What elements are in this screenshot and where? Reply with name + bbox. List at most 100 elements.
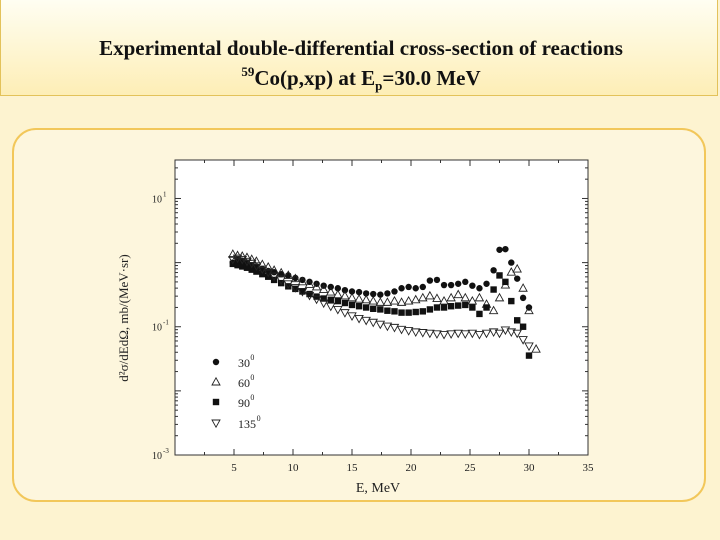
data-point-60	[439, 295, 449, 305]
data-point-60	[418, 292, 428, 302]
data-point-135	[425, 329, 435, 339]
data-point-60	[494, 292, 505, 302]
data-point-135	[246, 259, 257, 269]
x-tick-label: 15	[347, 462, 359, 474]
data-point-90	[469, 304, 476, 311]
y-tick-label: 10	[152, 194, 162, 205]
data-point-60	[242, 252, 252, 261]
data-point-90	[476, 310, 483, 318]
legend-degree-90: 0	[250, 393, 254, 402]
data-point-60	[531, 344, 541, 353]
data-point-90	[370, 305, 377, 312]
data-point-30	[502, 245, 509, 253]
data-point-30	[405, 283, 412, 291]
data-point-135	[375, 320, 386, 330]
energy-value: =30.0 MeV	[382, 66, 481, 90]
data-point-135	[410, 328, 421, 337]
data-point-90	[525, 352, 533, 359]
data-point-60	[311, 281, 322, 291]
data-point-135	[333, 305, 343, 315]
data-point-135	[488, 328, 499, 337]
data-point-60	[318, 284, 329, 293]
data-point-90	[502, 278, 509, 286]
data-point-30	[490, 267, 497, 274]
data-point-90	[341, 299, 349, 307]
data-point-135	[276, 276, 286, 286]
data-point-30	[455, 280, 462, 287]
data-point-60	[237, 251, 248, 260]
data-point-30	[398, 285, 405, 292]
data-point-135	[269, 272, 279, 282]
data-point-30	[355, 288, 363, 296]
data-point-135	[290, 284, 301, 293]
data-point-60	[361, 294, 371, 304]
data-point-60	[467, 295, 478, 305]
axis-ticks	[174, 160, 589, 456]
data-point-90	[299, 288, 306, 295]
data-point-135	[512, 329, 522, 339]
data-point-135	[304, 291, 315, 301]
data-point-135	[354, 314, 364, 324]
data-point-90	[412, 308, 419, 316]
data-point-135	[325, 302, 336, 312]
data-point-135	[506, 328, 517, 337]
x-tick-labels: 5 10 15 20 25 30 35	[231, 462, 594, 474]
legend-label-135: 135	[238, 417, 256, 431]
mass-number: 59	[241, 64, 255, 79]
data-point-135	[481, 329, 492, 339]
data-point-135	[368, 318, 379, 328]
data-point-90	[234, 261, 241, 269]
data-point-30	[519, 294, 527, 302]
legend-label-30: 30	[238, 356, 250, 370]
data-point-30	[299, 276, 306, 284]
data-point-90	[377, 306, 384, 313]
data-point-90	[433, 304, 441, 311]
data-point-135	[283, 280, 294, 289]
data-point-30	[384, 290, 391, 297]
data-point-90	[490, 286, 497, 293]
data-point-60	[333, 289, 343, 299]
data-point-30	[483, 280, 490, 287]
data-point-60	[403, 295, 414, 305]
data-point-60	[347, 292, 357, 302]
x-tick-label: 30	[524, 462, 536, 474]
legend-marker-90	[212, 398, 220, 406]
data-point-30	[426, 277, 434, 284]
data-point-90	[306, 290, 313, 298]
data-point-90	[278, 279, 285, 287]
data-point-60	[251, 256, 262, 265]
data-point-90	[239, 263, 246, 270]
data-point-60	[446, 292, 456, 302]
data-point-60	[375, 297, 386, 306]
data-point-60	[432, 293, 442, 302]
data-point-90	[348, 301, 356, 309]
data-point-135	[382, 322, 393, 332]
data-point-90	[384, 307, 391, 314]
data-point-90	[455, 302, 462, 309]
x-tick-label: 10	[288, 462, 300, 474]
data-point-60	[524, 305, 534, 315]
data-point-60	[257, 259, 268, 268]
data-point-135	[439, 330, 449, 340]
reaction-text: Co(p,xp) at E	[254, 66, 376, 90]
y-tick-exponent: 1	[163, 190, 167, 198]
data-point-135	[500, 326, 511, 336]
y-tick-label: 10	[152, 451, 162, 462]
data-point-135	[340, 309, 350, 318]
data-point-90	[391, 308, 398, 315]
data-point-30	[270, 269, 278, 276]
data-point-30	[476, 285, 483, 292]
legend-marker-30	[212, 358, 220, 366]
data-point-135	[467, 329, 478, 339]
data-point-60	[396, 297, 407, 306]
legend-degree-135: 0	[257, 414, 261, 423]
data-point-90	[462, 301, 469, 309]
data-point-135	[418, 329, 428, 338]
data-point-60	[488, 305, 499, 315]
data-point-135	[228, 255, 238, 265]
data-point-30	[391, 288, 398, 295]
data-point-60	[518, 283, 528, 292]
data-point-60	[283, 270, 294, 279]
